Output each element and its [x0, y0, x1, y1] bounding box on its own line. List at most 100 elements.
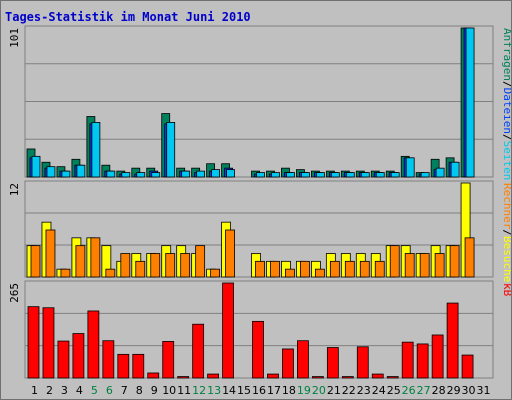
bar-seiten-16 [256, 172, 265, 178]
bar-kb-25 [386, 376, 399, 379]
bar-rechner-21 [329, 260, 340, 278]
bar-rechner-26 [404, 253, 415, 278]
legend-entry: Anfragen [501, 28, 511, 81]
bar-kb-29 [446, 302, 459, 379]
bar-kb-16 [252, 320, 264, 379]
bar-seiten-7 [121, 172, 131, 178]
chart-panels: 101Anfragen/Dateien/Seiten12Rechner/Besu… [8, 25, 511, 397]
bar-rechner-29 [449, 245, 460, 278]
y-max-label-bottom: 265 [8, 283, 21, 303]
bar-rechner-20 [314, 268, 325, 278]
bar-seiten-11 [181, 170, 191, 178]
bar-seiten-26 [405, 157, 415, 178]
legend-entry: / [501, 229, 511, 236]
bar-rechner-22 [344, 260, 355, 278]
x-tick-label-31: 31 [477, 384, 491, 397]
bar-rechner-19 [300, 260, 310, 278]
bar-rechner-2 [45, 229, 56, 278]
bar-seiten-13 [211, 169, 221, 178]
x-tick-label-9: 9 [151, 384, 158, 397]
x-tick-label-11: 11 [177, 384, 191, 397]
bar-kb-30 [461, 354, 474, 379]
x-tick-label-7: 7 [121, 384, 128, 397]
chart-title: Tages-Statistik im Monat Juni 2010 [5, 10, 251, 24]
bar-kb-7 [117, 353, 130, 379]
legend-entry: Seiten [501, 141, 511, 181]
bar-kb-14 [222, 282, 234, 379]
bar-kb-10 [162, 341, 175, 379]
bar-rechner-17 [270, 260, 280, 278]
bar-kb-2 [42, 307, 55, 379]
bar-seiten-17 [271, 172, 280, 178]
bar-seiten-29 [450, 161, 460, 178]
bar-seiten-2 [46, 166, 56, 178]
bar-rechner-28 [434, 253, 445, 278]
bar-seiten-30 [465, 27, 475, 178]
x-tick-label-27: 27 [417, 384, 431, 397]
bar-seiten-5 [91, 122, 101, 178]
x-tick-label-4: 4 [76, 384, 83, 397]
bar-seiten-25 [390, 172, 400, 178]
x-tick-label-24: 24 [372, 384, 386, 397]
x-tick-label-6: 6 [106, 384, 113, 397]
bar-rechner-30 [464, 237, 475, 278]
bar-rechner-6 [105, 268, 116, 278]
x-tick-label-29: 29 [447, 384, 461, 397]
bar-kb-23 [356, 346, 369, 379]
y-max-label-middle: 12 [8, 183, 21, 196]
bar-kb-18 [282, 348, 294, 379]
bar-seiten-14 [226, 169, 235, 178]
x-tick-label-15: 15 [237, 384, 251, 397]
bar-rechner-23 [359, 260, 370, 278]
x-tick-label-28: 28 [432, 384, 446, 397]
legend-entry: kB [501, 283, 511, 297]
bar-rechner-14 [225, 229, 235, 278]
bar-kb-6 [102, 340, 115, 379]
legend-entry: Dateien [501, 88, 511, 134]
x-tick-label-2: 2 [46, 384, 53, 397]
bar-rechner-18 [285, 268, 295, 278]
x-tick-label-18: 18 [282, 384, 296, 397]
bar-kb-13 [207, 373, 220, 379]
bar-rechner-10 [165, 253, 176, 278]
bar-kb-1 [27, 306, 40, 379]
x-tick-label-16: 16 [252, 384, 266, 397]
x-tick-label-19: 19 [297, 384, 311, 397]
bar-kb-19 [297, 340, 309, 379]
x-tick-label-3: 3 [61, 384, 68, 397]
bar-kb-22 [341, 376, 354, 379]
bar-kb-9 [147, 372, 160, 379]
legend-entry: Rechner [501, 183, 511, 230]
bar-rechner-24 [374, 260, 385, 278]
bar-rechner-25 [389, 245, 400, 278]
bar-seiten-27 [420, 172, 430, 178]
bar-seiten-10 [166, 122, 176, 178]
y-max-label-top: 101 [8, 28, 21, 48]
bar-kb-21 [326, 347, 339, 379]
bar-rechner-12 [195, 245, 206, 278]
bar-seiten-12 [196, 170, 206, 178]
bar-seiten-22 [345, 172, 355, 178]
bar-rechner-8 [135, 260, 146, 278]
x-tick-label-22: 22 [342, 384, 356, 397]
bar-rechner-11 [180, 253, 191, 278]
x-tick-label-10: 10 [162, 384, 176, 397]
bar-rechner-9 [150, 253, 161, 278]
bar-rechner-1 [30, 245, 41, 278]
x-tick-label-13: 13 [207, 384, 221, 397]
legend-entry: / [501, 134, 511, 141]
bar-seiten-20 [315, 172, 325, 178]
bar-rechner-7 [120, 253, 131, 278]
x-tick-label-26: 26 [402, 384, 416, 397]
bar-rechner-3 [60, 268, 71, 278]
bar-seiten-18 [286, 172, 295, 178]
bar-seiten-3 [61, 170, 71, 178]
bar-kb-17 [267, 373, 279, 379]
bar-kb-11 [177, 376, 190, 379]
bar-kb-12 [192, 323, 205, 379]
bar-seiten-21 [330, 172, 340, 178]
x-tick-label-17: 17 [267, 384, 281, 397]
bar-kb-4 [72, 333, 85, 379]
